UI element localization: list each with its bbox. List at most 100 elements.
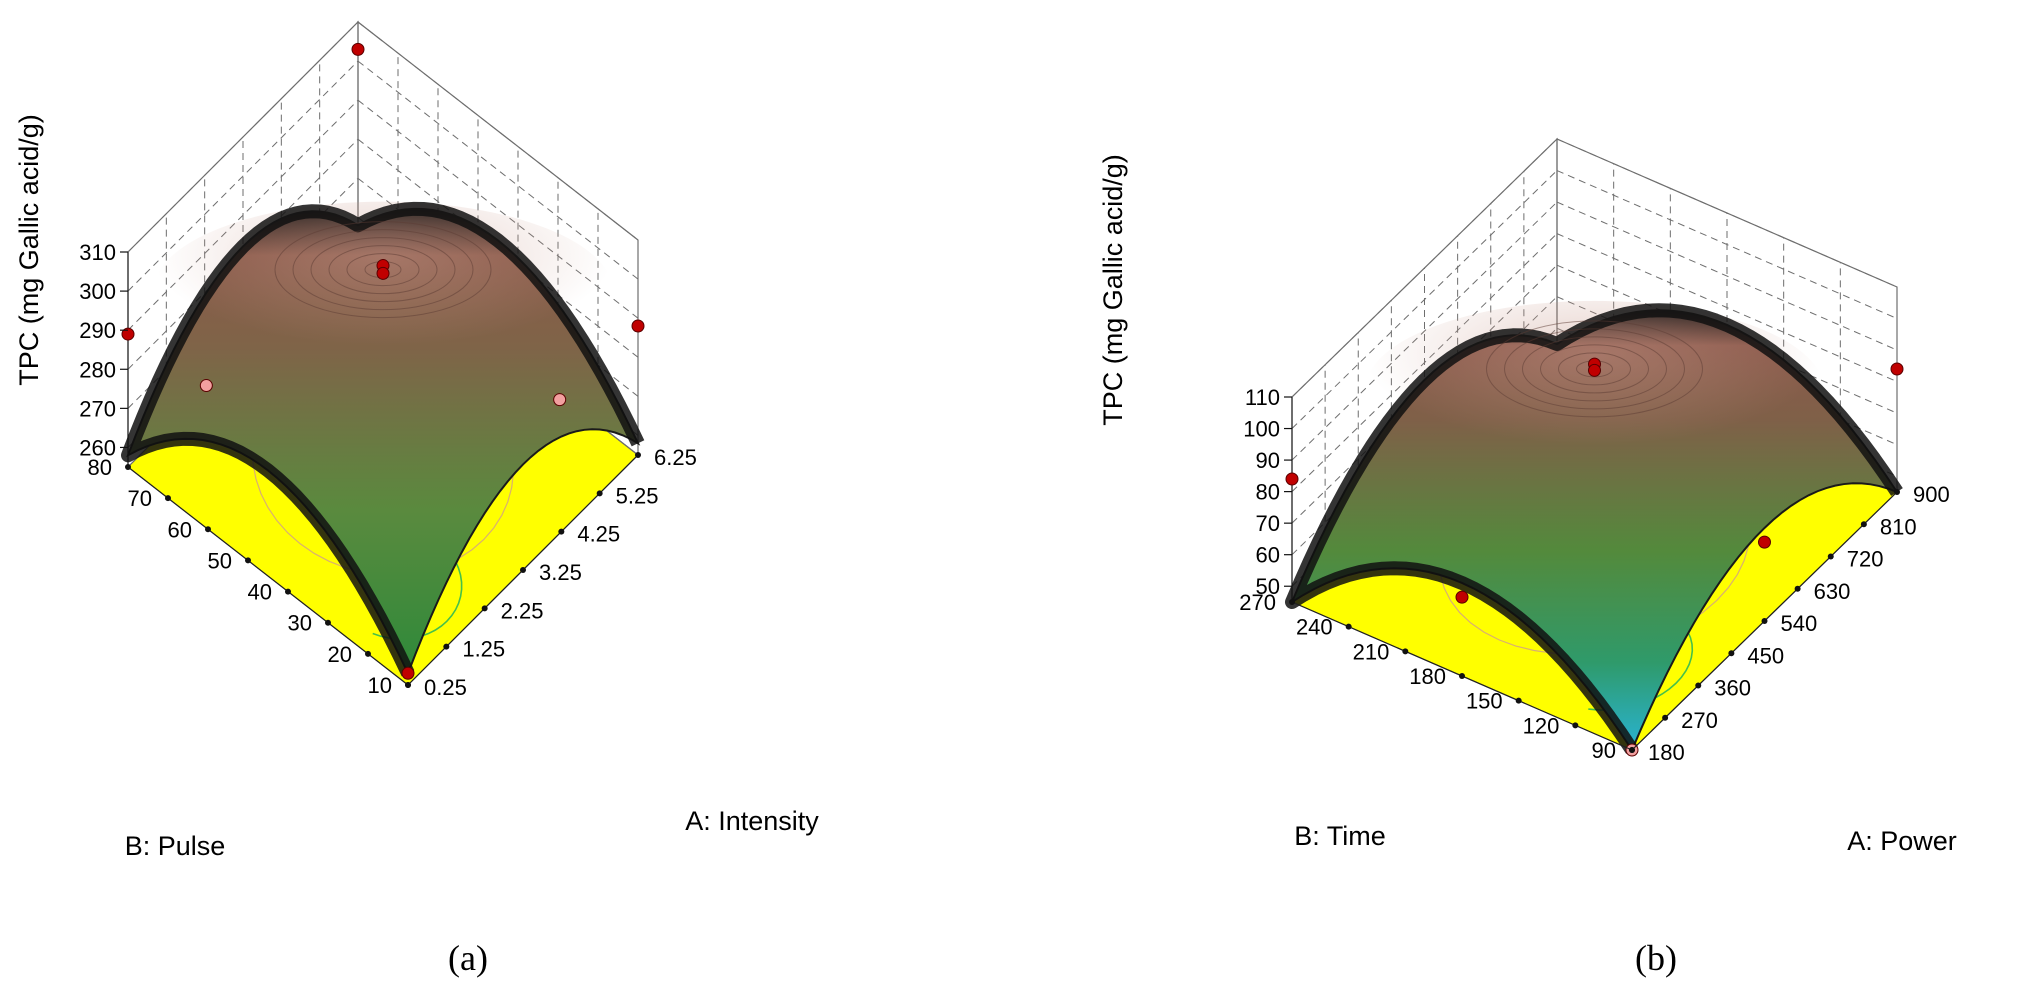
z-tick-label: 100	[1243, 417, 1280, 442]
x-tick-mark	[1794, 585, 1801, 592]
x-axis-title: A: Intensity	[685, 806, 819, 836]
y-axis-title: B: Time	[1294, 821, 1386, 851]
y-tick-mark	[1515, 697, 1522, 704]
x-tick-label: 6.25	[654, 445, 697, 470]
y-tick-mark	[1345, 623, 1352, 630]
x-tick-mark	[443, 643, 450, 650]
y-tick-mark	[165, 495, 171, 502]
y-tick-mark	[405, 682, 411, 688]
x-tick-label: 0.25	[424, 675, 467, 700]
z-tick-label: 270	[79, 396, 116, 421]
panel-label: (a)	[448, 938, 488, 978]
x-tick-label: 360	[1714, 676, 1751, 701]
y-tick-label: 180	[1409, 664, 1446, 689]
wall-gridline	[127, 60, 359, 292]
y-tick-mark	[1459, 673, 1465, 679]
z-tick-label: 60	[1256, 543, 1280, 568]
design-point	[1890, 362, 1904, 376]
wall-gridline	[1556, 201, 1898, 351]
y-tick-mark	[325, 619, 331, 626]
x-tick-mark	[558, 528, 565, 535]
design-point	[199, 379, 213, 393]
x-tick-mark	[1827, 553, 1834, 560]
x-tick-label: 540	[1781, 611, 1818, 636]
z-tick-label: 80	[1256, 480, 1280, 505]
surface-contour-ring	[1540, 344, 1649, 394]
x-tick-mark	[1695, 682, 1702, 689]
x-tick-mark	[520, 567, 526, 573]
surface-contour-ring	[1504, 328, 1685, 410]
y-tick-label: 150	[1466, 689, 1503, 714]
surface-contour-ring	[292, 229, 474, 311]
x-tick-label: 5.25	[616, 483, 659, 508]
x-tick-label: 720	[1847, 547, 1884, 572]
z-tick-label: 310	[79, 240, 116, 265]
z-tick-label: 70	[1256, 511, 1280, 536]
wall-gridline	[1291, 138, 1558, 398]
y-tick-label: 20	[328, 642, 352, 667]
z-axis-title: TPC (mg Gallic acid/g)	[14, 114, 44, 386]
surface-contour-ring	[1522, 336, 1667, 402]
x-tick-mark	[635, 452, 641, 458]
surface-ridge	[121, 201, 645, 677]
panel-b: 180 270 360 450 540 630 720 810 900 90 120 150 180 21…	[1098, 137, 1957, 978]
y-tick-mark	[1289, 599, 1295, 605]
y-tick-label: 120	[1523, 713, 1560, 738]
wall-gridline	[1556, 170, 1898, 319]
y-tick-label: 210	[1353, 639, 1390, 664]
design-point	[631, 319, 645, 333]
panel-a: 0.25 1.25 2.25 3.25 4.25 5.25 6.25 10 20 30 40 50 60…	[14, 20, 819, 978]
design-point	[401, 666, 415, 680]
y-tick-mark	[365, 650, 371, 657]
y-tick-label: 90	[1592, 738, 1616, 763]
z-axis-title: TPC (mg Gallic acid/g)	[1098, 154, 1128, 426]
y-axis-line	[127, 466, 409, 686]
x-tick-mark	[481, 605, 488, 612]
design-point	[1285, 472, 1299, 486]
surface-ridge	[1285, 303, 1903, 754]
panel-label: (b)	[1635, 938, 1677, 978]
y-tick-label: 80	[88, 455, 112, 480]
x-tick-label: 3.25	[539, 560, 582, 585]
surface-contour-ring	[310, 237, 456, 303]
surface-contour-ring	[274, 221, 492, 319]
surface-contour-ring	[1558, 352, 1631, 386]
design-point	[1758, 535, 1771, 549]
surface-contour-ring	[346, 253, 420, 287]
y-axis-title: B: Pulse	[125, 831, 226, 861]
y-tick-label: 40	[248, 580, 272, 605]
wall-gridline	[127, 21, 359, 253]
x-tick-label: 2.25	[501, 598, 544, 623]
z-tick-label: 110	[1245, 385, 1280, 410]
y-tick-label: 30	[288, 611, 312, 636]
wall-gridline	[1291, 170, 1558, 429]
z-tick-label: 300	[79, 279, 116, 304]
x-tick-label: 900	[1913, 482, 1950, 507]
x-tick-mark	[1860, 521, 1867, 528]
y-tick-label: 60	[168, 517, 192, 542]
z-tick-label: 50	[1256, 574, 1280, 599]
y-tick-mark	[1572, 722, 1579, 729]
y-tick-mark	[285, 588, 291, 595]
x-tick-label: 810	[1880, 514, 1917, 539]
x-tick-mark	[596, 490, 603, 497]
y-tick-label: 50	[208, 548, 232, 573]
design-point	[121, 327, 135, 341]
design-point	[553, 393, 567, 407]
x-tick-label: 270	[1681, 708, 1718, 733]
surface-contour-ring	[1486, 320, 1703, 418]
z-tick-label: 260	[79, 435, 116, 460]
wall-gridline	[1556, 233, 1898, 383]
x-tick-mark	[1761, 618, 1768, 624]
x-tick-mark	[1728, 650, 1735, 657]
design-point	[351, 42, 365, 56]
design-point	[1455, 590, 1469, 604]
z-tick-label: 290	[79, 318, 116, 343]
x-tick-label: 1.25	[462, 637, 505, 662]
z-tick-label: 280	[79, 357, 116, 382]
y-tick-mark	[1629, 747, 1635, 753]
design-point	[376, 266, 390, 280]
x-tick-label: 4.25	[577, 522, 620, 547]
x-tick-mark	[1894, 489, 1900, 495]
